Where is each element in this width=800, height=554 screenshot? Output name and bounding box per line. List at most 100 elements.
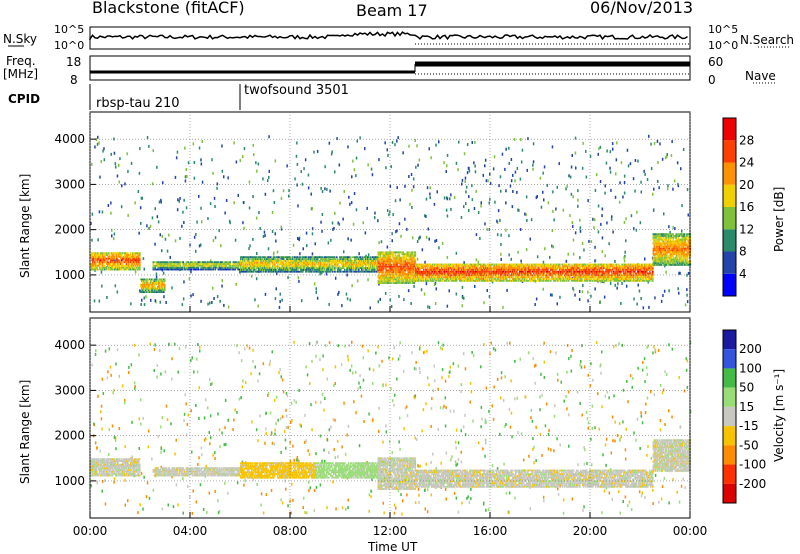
band-5-cell — [554, 267, 556, 269]
scatter-cell — [280, 225, 282, 229]
band-3-cell — [341, 267, 343, 269]
band-5-cell — [546, 276, 548, 279]
band-5-cell — [451, 269, 453, 271]
band-5-cell — [546, 270, 548, 273]
band-5-cell — [544, 267, 546, 269]
band-3-cell — [327, 256, 329, 259]
band-5-cell — [547, 279, 549, 282]
band-5-cell — [477, 279, 479, 282]
band-5-cell — [449, 279, 451, 282]
scatter-cell — [184, 175, 187, 179]
band-5-cell — [509, 269, 511, 271]
band-5-cell — [543, 274, 545, 277]
band-2-cell — [216, 261, 219, 264]
band-3-cell — [329, 269, 331, 271]
band-5-cell — [439, 267, 441, 269]
band-5-cell — [507, 272, 509, 275]
band-5-cell — [558, 270, 560, 273]
band-3-cell — [269, 270, 271, 273]
band-5-cell — [523, 263, 525, 266]
band-2-cell — [185, 266, 188, 269]
band-3-cell — [334, 258, 336, 260]
band-0-cell — [94, 261, 96, 264]
band-3-cell — [264, 263, 266, 266]
scatter-cell — [457, 168, 459, 172]
band-5-cell — [419, 276, 421, 279]
band-5-cell — [485, 270, 487, 273]
scatter-cell — [647, 280, 649, 284]
band-5-cell — [506, 272, 508, 275]
band-3-cell — [358, 260, 360, 262]
band-3-cell — [270, 260, 272, 262]
band-4-cell — [386, 258, 389, 261]
band-5-cell — [545, 263, 547, 266]
band-3-cell — [300, 270, 302, 273]
band-0-cell — [101, 257, 103, 260]
band-3-cell — [259, 261, 261, 264]
band-5-cell — [576, 267, 578, 269]
band-0-cell — [114, 264, 116, 267]
scatter-cell — [380, 240, 383, 244]
band-2-cell — [210, 261, 213, 264]
band-2-cell — [205, 263, 208, 265]
band-4-cell — [378, 271, 381, 274]
band-5-cell — [458, 274, 460, 277]
scatter-cell — [256, 169, 258, 173]
band-5-cell — [433, 279, 435, 282]
band-5-cell — [552, 278, 554, 280]
band-5-cell — [563, 278, 565, 280]
band-4-cell — [402, 271, 405, 274]
band-3-cell — [330, 256, 332, 259]
band-5-cell — [442, 278, 444, 280]
scatter-cell — [579, 229, 582, 233]
band-4-cell — [409, 280, 412, 283]
band-5-cell — [484, 270, 486, 273]
band-4-cell — [398, 269, 401, 272]
band-0-cell — [126, 263, 128, 265]
band-5-cell — [502, 279, 504, 282]
scatter-cell — [403, 298, 405, 302]
band-0-cell — [108, 255, 110, 258]
band-1-cell — [149, 282, 151, 284]
band-5-cell — [480, 265, 482, 268]
scatter-cell — [418, 158, 421, 162]
band-0-cell — [138, 255, 140, 258]
band-1-cell — [149, 285, 151, 288]
band-2-cell — [232, 264, 235, 267]
band-5-cell — [581, 274, 583, 277]
band-0-cell — [130, 254, 132, 256]
scatter-cell — [574, 231, 577, 235]
band-5-cell — [506, 263, 508, 266]
band-0-cell — [122, 266, 124, 269]
band-3-cell — [339, 261, 341, 264]
band-0-cell — [116, 252, 118, 255]
scatter-cell — [411, 206, 413, 209]
band-3-cell — [265, 267, 267, 269]
scatter-cell — [257, 162, 260, 166]
band-5-cell — [440, 279, 442, 282]
scatter-cell — [662, 294, 664, 298]
band-5-cell — [569, 276, 571, 279]
band-5-cell — [473, 272, 475, 275]
band-4-cell — [381, 265, 384, 268]
band-5-cell — [496, 267, 498, 269]
band-5-cell — [418, 267, 420, 269]
band-5-cell — [445, 272, 447, 275]
band-3-cell — [300, 260, 302, 262]
scatter-cell — [141, 196, 143, 200]
band-4-cell — [388, 271, 391, 274]
band-3-cell — [262, 267, 264, 269]
band-5-cell — [436, 272, 438, 275]
band-1-cell — [146, 282, 148, 284]
band-5-cell — [425, 270, 427, 273]
band-0-cell — [104, 266, 106, 269]
band-5-cell — [472, 278, 474, 280]
band-5-cell — [515, 269, 517, 271]
band-5-cell — [539, 278, 541, 280]
band-5-cell — [579, 269, 581, 271]
band-3-cell — [262, 263, 264, 266]
band-5-cell — [518, 274, 520, 277]
band-3-cell — [272, 258, 274, 260]
band-1-cell — [156, 291, 158, 293]
band-1-cell — [161, 282, 163, 284]
